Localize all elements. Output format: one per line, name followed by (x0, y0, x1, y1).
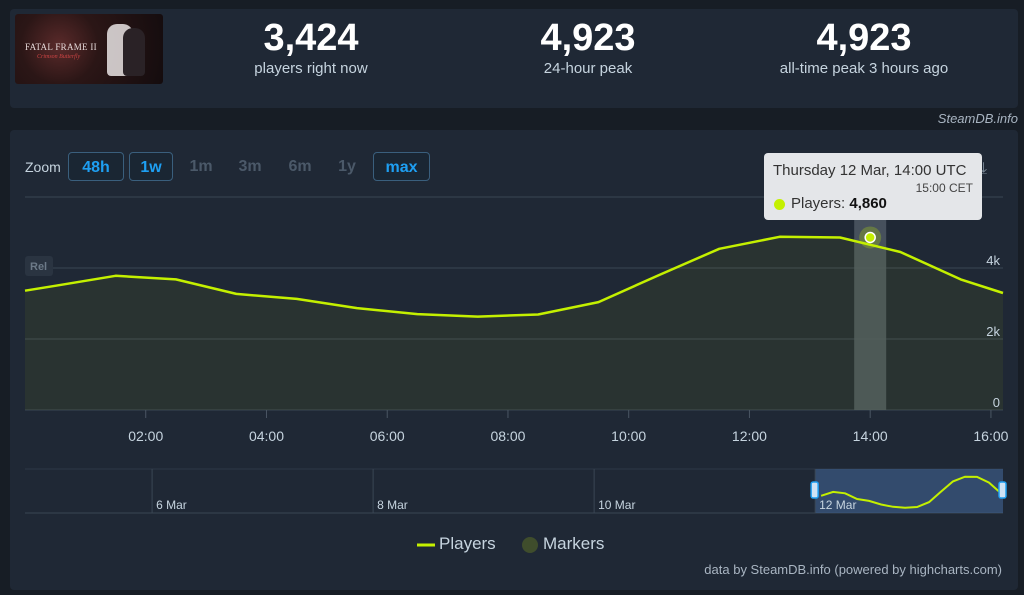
cover-subtitle: Crimson Butterfly (37, 54, 81, 60)
zoom-1y-button[interactable]: 1y (338, 158, 356, 175)
series-line-players (24, 235, 1004, 318)
tooltip-date-utc: Thursday 12 Mar, 14:00 UTC (773, 162, 967, 179)
tooltip-series: Players: 4,860 (791, 195, 887, 212)
stat-value: 4,923 (816, 17, 912, 59)
legend-marker-swatch (522, 536, 538, 553)
steamdb-credit[interactable]: SteamDB.info (937, 111, 1018, 126)
chart-credit[interactable]: data by SteamDB.info (powered by highcha… (704, 562, 1002, 577)
series-area (25, 236, 1003, 410)
cover-title: FATAL FRAME II (25, 42, 97, 52)
x-tick-label: 14:00 (853, 428, 888, 444)
rel-badge (25, 256, 53, 276)
legend-item-players[interactable]: Players (417, 534, 496, 554)
download-icon[interactable]: ⤓ (980, 160, 988, 177)
stat-all-time-peak: 4,923 all-time peak 3 hours ago (744, 16, 984, 78)
x-tick-label: 12:00 (732, 428, 767, 444)
legend-label-markers: Markers (543, 534, 605, 553)
legend-item-markers[interactable]: Markers (521, 534, 604, 554)
zoom-48h-button[interactable]: 48h (68, 152, 124, 181)
navigator-series (820, 475, 1002, 509)
game-cover-image[interactable]: FATAL FRAME II Crimson Butterfly (15, 14, 163, 84)
tooltip-series-value: 4,860 (849, 195, 887, 212)
stat-24h-peak: 4,923 24-hour peak (468, 16, 708, 78)
y-tick-label: 0 (993, 395, 1000, 410)
stat-current-players: 3,424 players right now (191, 16, 431, 78)
navigator-label: 10 Mar (598, 498, 635, 512)
navigator-handle-right (998, 481, 1007, 499)
stat-label: 24-hour peak (543, 60, 633, 77)
zoom-1w-button[interactable]: 1w (129, 152, 173, 181)
x-tick-label: 06:00 (370, 428, 405, 444)
stat-value: 3,424 (263, 17, 359, 59)
tooltip-date-local: 15:00 CET (915, 181, 973, 195)
x-tick-label: 16:00 (973, 428, 1008, 444)
zoom-label: Zoom (25, 159, 61, 175)
navigator-label: 6 Mar (156, 498, 187, 512)
zoom-1m-button[interactable]: 1m (189, 158, 213, 175)
x-tick-label: 02:00 (128, 428, 163, 444)
stats-bar (10, 9, 1018, 108)
chart-tooltip: Thursday 12 Mar, 14:00 UTC 15:00 CET Pla… (764, 153, 982, 220)
navigator-handle-left (810, 481, 819, 499)
cover-figure (123, 28, 145, 76)
legend-label-players: Players (439, 534, 496, 553)
zoom-6m-button[interactable]: 6m (288, 158, 312, 175)
legend-line-swatch (417, 543, 435, 547)
y-tick-label: 2k (986, 324, 1000, 339)
x-tick-label: 04:00 (249, 428, 284, 444)
y-tick-label: 4k (986, 253, 1000, 268)
tooltip-series-label: Players: (791, 195, 846, 212)
rel-label: Rel (30, 261, 47, 273)
zoom-3m-button[interactable]: 3m (238, 158, 262, 175)
hover-point (864, 231, 876, 244)
navigator-label: 12 Mar (819, 498, 856, 512)
x-tick-label: 08:00 (490, 428, 525, 444)
stat-label: players right now (254, 60, 368, 77)
stat-value: 4,923 (540, 17, 636, 59)
zoom-max-button[interactable]: max (373, 152, 430, 181)
stat-label: all-time peak 3 hours ago (779, 60, 949, 77)
navigator-label: 8 Mar (377, 498, 408, 512)
x-tick-label: 10:00 (611, 428, 646, 444)
tooltip-series-marker (774, 199, 785, 210)
